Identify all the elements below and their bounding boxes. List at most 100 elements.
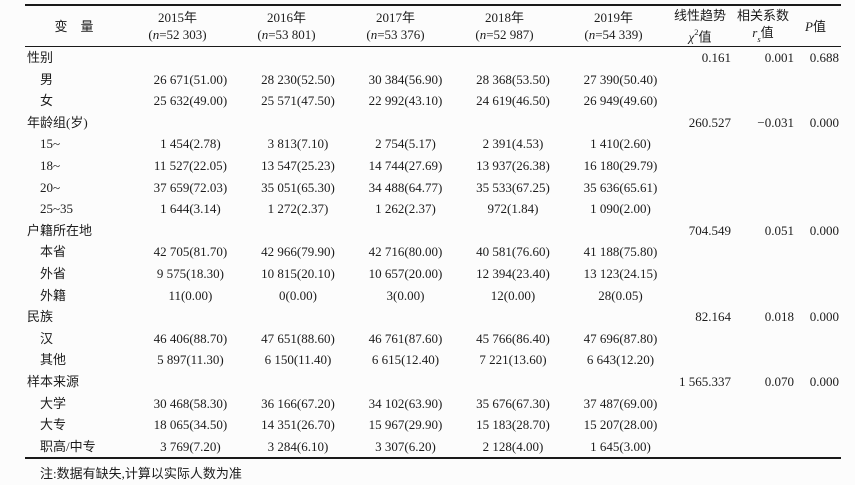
statistics-table: 变 量 2015年 (n=52 303) 2016年 (n=53 801) 20… xyxy=(25,4,841,482)
cell-2015: 46 406(88.70) xyxy=(153,330,228,346)
cell-2016: 42 966(79.90) xyxy=(261,244,335,260)
cell-chi-square xyxy=(674,285,737,307)
cell-p-value xyxy=(799,177,841,199)
cell-chi-square xyxy=(674,414,737,436)
cell-2015: 42 705(81.70) xyxy=(153,244,228,260)
table-row: 大专 18 065(34.50) 14 351(26.70) 15 967(29… xyxy=(25,414,841,436)
cell-chi-square xyxy=(674,133,737,155)
cell-2016: 0(0.00) xyxy=(278,287,317,303)
cell-2018: 24 619(46.50) xyxy=(476,93,550,109)
table-row: 18~ 11 527(22.05) 13 547(25.23) 14 744(2… xyxy=(25,155,841,177)
cell-2016: 28 230(52.50) xyxy=(261,71,335,87)
cell-r-value xyxy=(737,90,798,112)
column-header-linear-trend: 线性趋势 χ2值 xyxy=(673,7,726,45)
cell-2019 xyxy=(561,47,670,69)
cell-2018 xyxy=(452,47,561,69)
cell-2015: 1 454(2.78) xyxy=(160,136,221,152)
cell-2018: 2 391(4.53) xyxy=(482,136,544,152)
cell-p-value xyxy=(799,263,841,285)
sample-size-label: (n=52 303) xyxy=(148,27,207,42)
cell-2015: 11 527(22.05) xyxy=(153,157,228,173)
cell-2017: 3(0.00) xyxy=(386,287,425,303)
cell-r-value: 0.001 xyxy=(764,50,794,65)
cell-2017: 14 744(27.69) xyxy=(368,157,443,173)
cell-2016: 3 284(6.10) xyxy=(267,438,329,454)
table-row: 20~ 37 659(72.03) 35 051(65.30) 34 488(6… xyxy=(25,177,841,199)
column-header-2017: 2017年 (n=53 376) xyxy=(341,6,450,46)
cell-2017: 2 754(5.17) xyxy=(375,136,436,152)
cell-2017: 46 761(87.60) xyxy=(368,330,443,346)
cell-r-value xyxy=(737,198,798,220)
cell-p-value xyxy=(799,436,841,458)
row-label: 汉 xyxy=(40,330,54,346)
cell-2015: 18 065(34.50) xyxy=(153,417,228,433)
cell-r-value: 0.051 xyxy=(764,222,794,238)
table-header: 变 量 2015年 (n=52 303) 2016年 (n=53 801) 20… xyxy=(25,4,841,47)
sample-size-label: (n=52 987) xyxy=(475,27,534,42)
cell-2015: 30 468(58.30) xyxy=(153,395,228,411)
cell-p-value: 0.000 xyxy=(809,222,839,238)
cell-2019 xyxy=(561,112,670,134)
chi-square-symbol: χ2值 xyxy=(688,26,712,45)
cell-p-value: 0.000 xyxy=(809,309,839,325)
cell-r-value xyxy=(737,285,798,307)
cell-2015: 9 575(18.30) xyxy=(156,265,225,281)
row-label: 年龄组(岁) xyxy=(27,114,88,130)
cell-2019: 1 090(2.00) xyxy=(590,201,651,217)
n-symbol: n xyxy=(370,27,378,42)
cell-2017: 34 488(64.77) xyxy=(368,179,443,195)
cell-2018: 28 368(53.50) xyxy=(476,71,550,87)
table-row: 其他 5 897(11.30) 6 150(11.40) 6 615(12.40… xyxy=(25,349,841,371)
cell-2018: 35 676(67.30) xyxy=(476,395,550,411)
cell-2017: 6 615(12.40) xyxy=(371,352,440,368)
row-label: 外籍 xyxy=(40,287,67,303)
cell-2015 xyxy=(125,47,234,69)
cell-2019: 1 645(3.00) xyxy=(590,438,651,454)
cell-r-value xyxy=(737,69,798,91)
cell-2015 xyxy=(125,306,234,328)
cell-r-value: 0.018 xyxy=(764,309,794,325)
cell-2016: 47 651(88.60) xyxy=(261,330,335,346)
row-label: 户籍所在地 xyxy=(27,222,93,238)
cell-r-value xyxy=(737,328,798,350)
cell-2017 xyxy=(343,306,452,328)
cell-2015 xyxy=(125,371,234,393)
column-header-p-value: P值 xyxy=(794,6,837,46)
table-row: 年龄组(岁) 260.527 −0.031 0.000 xyxy=(25,112,841,134)
cell-2015: 5 897(11.30) xyxy=(157,352,224,368)
cell-2016 xyxy=(234,371,343,393)
cell-chi-square xyxy=(674,69,737,91)
cell-2019: 6 643(12.20) xyxy=(586,352,655,368)
table-row: 25~35 1 644(3.14) 1 272(2.37) 1 262(2.37… xyxy=(25,198,841,220)
cell-2018 xyxy=(452,306,561,328)
cell-2017 xyxy=(343,220,452,242)
cell-2018: 12 394(23.40) xyxy=(476,265,550,281)
column-header-2016: 2016年 (n=53 801) xyxy=(232,6,341,46)
cell-p-value xyxy=(799,198,841,220)
table-row: 15~ 1 454(2.78) 3 813(7.10) 2 754(5.17) … xyxy=(25,133,841,155)
cell-2016: 6 150(11.40) xyxy=(264,352,332,368)
cell-2019: 47 696(87.80) xyxy=(583,330,658,346)
cell-r-value xyxy=(737,393,798,415)
cell-r-value xyxy=(737,436,798,458)
cell-chi-square xyxy=(674,90,737,112)
cell-2019: 35 636(65.61) xyxy=(583,179,658,195)
column-header-2018: 2018年 (n=52 987) xyxy=(450,6,559,46)
cell-2019: 26 949(49.60) xyxy=(583,93,658,109)
cell-chi-square xyxy=(674,155,737,177)
row-label: 18~ xyxy=(40,157,61,173)
cell-2015 xyxy=(125,220,234,242)
row-label: 15~ xyxy=(40,136,61,152)
cell-p-value xyxy=(799,328,841,350)
cell-2016 xyxy=(234,306,343,328)
table-row: 样本来源 1 565.337 0.070 0.000 xyxy=(25,371,841,393)
row-label: 职高/中专 xyxy=(40,438,96,454)
cell-2018 xyxy=(452,371,561,393)
row-label: 女 xyxy=(40,93,54,109)
row-label: 25~35 xyxy=(40,201,74,217)
p-symbol: P值 xyxy=(805,18,826,34)
table-row: 本省 42 705(81.70) 42 966(79.90) 42 716(80… xyxy=(25,241,841,263)
sample-size-label: (n=54 339) xyxy=(584,27,643,42)
cell-2018: 7 221(13.60) xyxy=(479,352,547,368)
cell-2019: 15 207(28.00) xyxy=(583,417,658,433)
